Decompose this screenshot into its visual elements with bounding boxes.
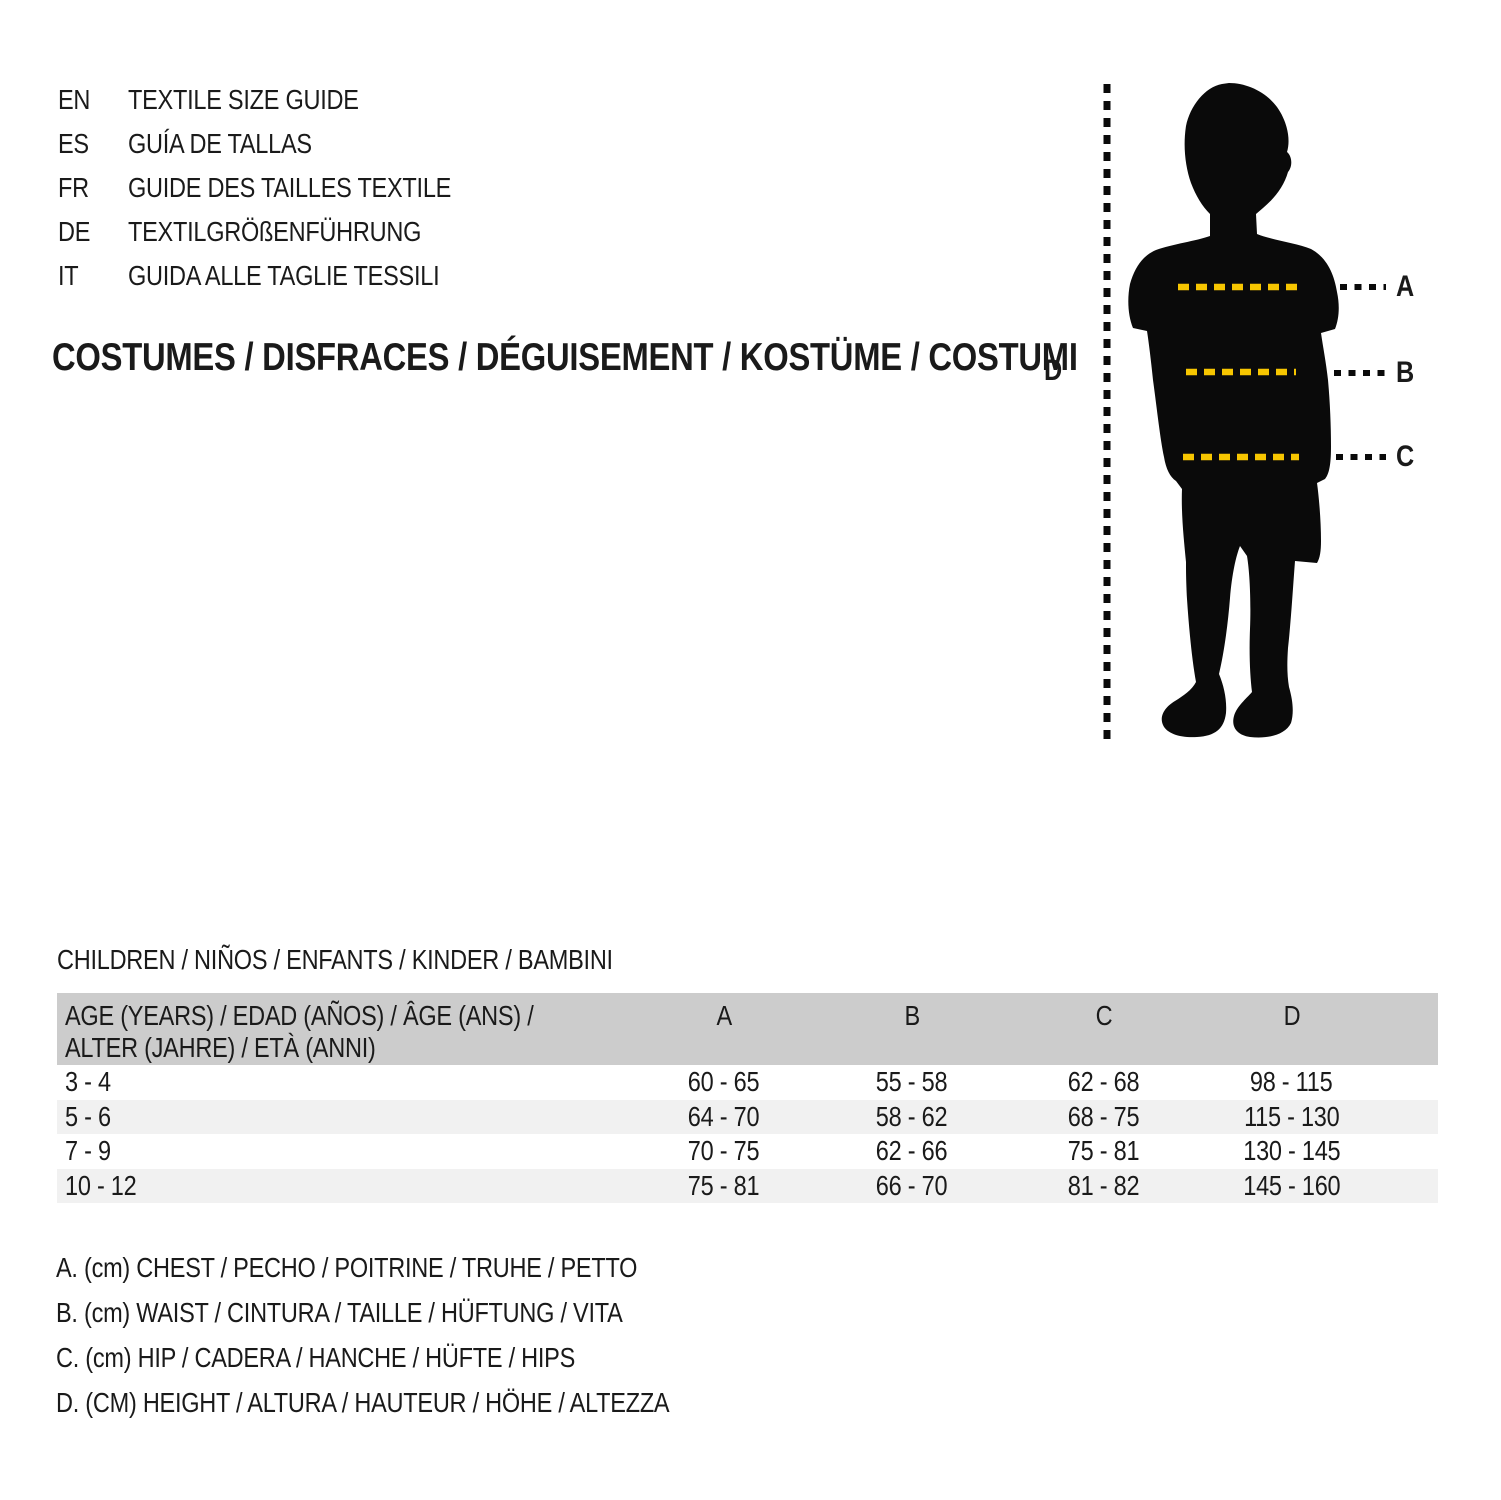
language-title-list: EN TEXTILE SIZE GUIDE ES GUÍA DE TALLAS … <box>58 78 513 298</box>
height-value: 145 - 160 <box>1243 1169 1341 1201</box>
age-value: 10 - 12 <box>65 1169 137 1201</box>
column-header-d: D <box>1202 993 1382 1065</box>
chest-value: 75 - 81 <box>688 1169 760 1201</box>
column-header-c-text: C <box>1095 1000 1113 1031</box>
size-table-row: 10 - 12 75 - 81 66 - 70 81 - 82 145 - 16… <box>57 1168 1438 1203</box>
column-header-c: C <box>1006 993 1202 1065</box>
language-code: IT <box>58 260 79 291</box>
waist-cell: 66 - 70 <box>818 1170 1006 1202</box>
measurement-figure: A B C D <box>1040 55 1470 770</box>
waist-cell: 55 - 58 <box>818 1066 1006 1098</box>
waist-cell: 62 - 66 <box>818 1135 1006 1167</box>
age-column-header: AGE (YEARS) / EDAD (AÑOS) / ÂGE (ANS) / … <box>57 993 630 1065</box>
size-table-row: 3 - 4 60 - 65 55 - 58 62 - 68 98 - 115 <box>57 1065 1438 1100</box>
hip-measure-label: C <box>1396 440 1414 473</box>
height-cell: 130 - 145 <box>1202 1135 1382 1167</box>
size-table-header-row: AGE (YEARS) / EDAD (AÑOS) / ÂGE (ANS) / … <box>57 993 1438 1065</box>
child-silhouette <box>1128 83 1339 738</box>
age-value: 3 - 4 <box>65 1066 111 1098</box>
column-header-b: B <box>818 993 1006 1065</box>
chest-value: 70 - 75 <box>688 1135 760 1167</box>
language-title: GUIDA ALLE TAGLIE TESSILI <box>128 260 440 291</box>
chest-value: 60 - 65 <box>688 1066 760 1098</box>
table-section-title-text: CHILDREN / NIÑOS / ENFANTS / KINDER / BA… <box>57 944 613 975</box>
language-code: ES <box>58 128 89 159</box>
hip-cell: 75 - 81 <box>1006 1135 1202 1167</box>
language-code: DE <box>58 216 91 247</box>
age-cell: 5 - 6 <box>57 1101 630 1133</box>
age-value: 5 - 6 <box>65 1100 111 1132</box>
language-title-row: IT GUIDA ALLE TAGLIE TESSILI <box>58 254 513 298</box>
height-measure-label: D <box>1044 354 1062 387</box>
chest-cell: 75 - 81 <box>630 1170 818 1202</box>
hip-value: 75 - 81 <box>1068 1135 1140 1167</box>
height-cell: 98 - 115 <box>1202 1066 1382 1098</box>
waist-value: 58 - 62 <box>876 1100 948 1132</box>
chest-measure-label: A <box>1396 270 1414 303</box>
age-cell: 7 - 9 <box>57 1135 630 1167</box>
chest-cell: 60 - 65 <box>630 1066 818 1098</box>
height-value: 98 - 115 <box>1250 1066 1333 1098</box>
age-header-line2: ALTER (JAHRE) / ETÀ (ANNI) <box>65 1032 376 1063</box>
waist-cell: 58 - 62 <box>818 1101 1006 1133</box>
size-table: AGE (YEARS) / EDAD (AÑOS) / ÂGE (ANS) / … <box>57 993 1438 1203</box>
language-title-row: EN TEXTILE SIZE GUIDE <box>58 78 513 122</box>
hip-cell: 62 - 68 <box>1006 1066 1202 1098</box>
column-header-a: A <box>630 993 818 1065</box>
language-title: GUIDE DES TAILLES TEXTILE <box>128 172 452 203</box>
chest-cell: 70 - 75 <box>630 1135 818 1167</box>
language-title: TEXTILGRÖßENFÜHRUNG <box>128 216 422 247</box>
language-title-row: DE TEXTILGRÖßENFÜHRUNG <box>58 210 513 254</box>
size-table-row: 7 - 9 70 - 75 62 - 66 75 - 81 130 - 145 <box>57 1134 1438 1169</box>
column-header-b-text: B <box>904 1000 920 1031</box>
language-title: TEXTILE SIZE GUIDE <box>128 84 359 115</box>
legend-item-waist-text: B. (cm) WAIST / CINTURA / TAILLE / HÜFTU… <box>56 1296 623 1328</box>
column-header-d-text: D <box>1283 1000 1300 1031</box>
legend-item-height: D. (CM) HEIGHT / ALTURA / HAUTEUR / HÖHE… <box>56 1380 786 1425</box>
category-title: COSTUMES / DISFRACES / DÉGUISEMENT / KOS… <box>52 336 1273 380</box>
language-code: FR <box>58 172 89 203</box>
height-cell: 115 - 130 <box>1202 1101 1382 1133</box>
category-title-text: COSTUMES / DISFRACES / DÉGUISEMENT / KOS… <box>52 336 1078 379</box>
language-code: EN <box>58 84 91 115</box>
waist-value: 55 - 58 <box>876 1066 948 1098</box>
hip-cell: 68 - 75 <box>1006 1101 1202 1133</box>
age-header-line1: AGE (YEARS) / EDAD (AÑOS) / ÂGE (ANS) / <box>65 1000 534 1031</box>
column-header-a-text: A <box>716 1000 732 1031</box>
legend-item-hip: C. (cm) HIP / CADERA / HANCHE / HÜFTE / … <box>56 1335 786 1380</box>
legend-item-height-text: D. (CM) HEIGHT / ALTURA / HAUTEUR / HÖHE… <box>56 1386 670 1418</box>
hip-value: 81 - 82 <box>1068 1169 1140 1201</box>
measurement-legend: A. (cm) CHEST / PECHO / POITRINE / TRUHE… <box>56 1245 786 1425</box>
legend-item-waist: B. (cm) WAIST / CINTURA / TAILLE / HÜFTU… <box>56 1290 786 1335</box>
legend-item-chest-text: A. (cm) CHEST / PECHO / POITRINE / TRUHE… <box>56 1251 638 1283</box>
legend-item-hip-text: C. (cm) HIP / CADERA / HANCHE / HÜFTE / … <box>56 1341 576 1373</box>
waist-value: 66 - 70 <box>876 1169 948 1201</box>
child-silhouette-graphic <box>1103 83 1386 742</box>
legend-item-chest: A. (cm) CHEST / PECHO / POITRINE / TRUHE… <box>56 1245 786 1290</box>
height-value: 115 - 130 <box>1243 1100 1340 1132</box>
age-value: 7 - 9 <box>65 1135 111 1167</box>
header-spacer <box>1381 993 1438 1065</box>
height-value: 130 - 145 <box>1243 1135 1341 1167</box>
hip-cell: 81 - 82 <box>1006 1170 1202 1202</box>
hip-value: 62 - 68 <box>1068 1066 1140 1098</box>
height-cell: 145 - 160 <box>1202 1170 1382 1202</box>
language-title-row: FR GUIDE DES TAILLES TEXTILE <box>58 166 513 210</box>
language-title-row: ES GUÍA DE TALLAS <box>58 122 513 166</box>
chest-value: 64 - 70 <box>688 1100 760 1132</box>
age-cell: 3 - 4 <box>57 1066 630 1098</box>
size-table-row: 5 - 6 64 - 70 58 - 62 68 - 75 115 - 130 <box>57 1099 1438 1134</box>
table-section-title: CHILDREN / NIÑOS / ENFANTS / KINDER / BA… <box>57 944 719 976</box>
waist-measure-label: B <box>1396 356 1414 389</box>
age-cell: 10 - 12 <box>57 1170 630 1202</box>
language-title: GUÍA DE TALLAS <box>128 128 312 159</box>
waist-value: 62 - 66 <box>876 1135 948 1167</box>
hip-value: 68 - 75 <box>1068 1100 1140 1132</box>
chest-cell: 64 - 70 <box>630 1101 818 1133</box>
